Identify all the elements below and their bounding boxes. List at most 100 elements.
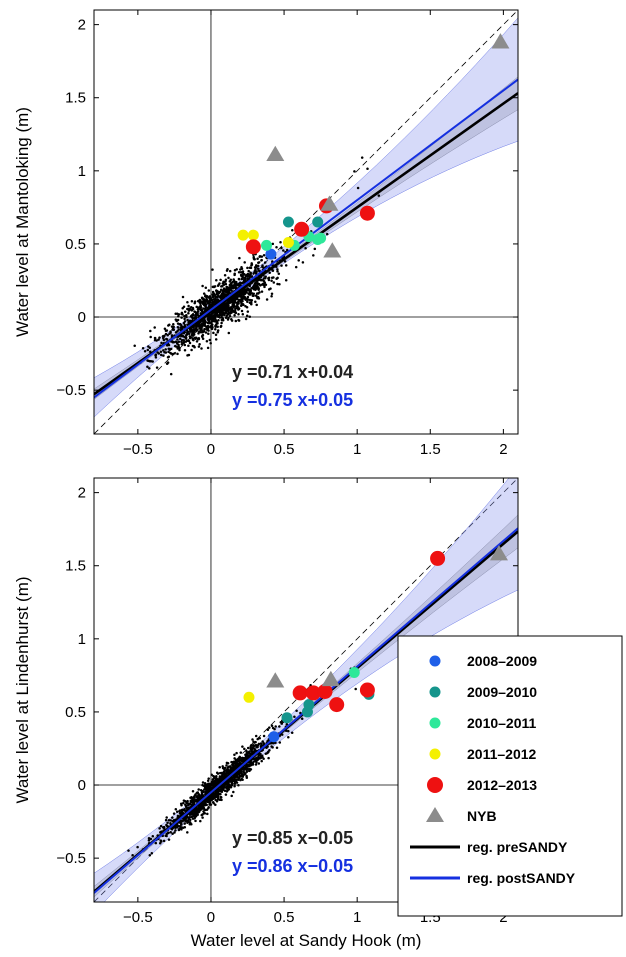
bottom-background-point [280, 722, 284, 725]
bottom-background-point [241, 745, 244, 748]
top-background-point [203, 310, 206, 313]
bottom-background-point [200, 813, 203, 817]
bottom-background-point [237, 759, 241, 762]
bottom-background-point [173, 831, 176, 834]
top-background-point [149, 359, 153, 363]
bottom-background-point [239, 756, 242, 760]
top-background-point [180, 316, 183, 319]
top-background-point [177, 315, 180, 318]
top-background-point [246, 310, 250, 313]
top-background-point [218, 282, 221, 285]
bottom-background-point [201, 807, 204, 810]
bottom-background-point [254, 734, 258, 738]
top-background-point [212, 331, 215, 335]
top-background-point [252, 255, 255, 259]
bottom-background-point [190, 815, 193, 819]
bottom-background-point [259, 742, 263, 745]
top-background-point [279, 241, 282, 244]
top-background-point [166, 334, 169, 337]
bottom-background-point [180, 826, 183, 829]
top-background-point [176, 312, 179, 316]
top-background-point [210, 325, 214, 328]
bottom-background-point [285, 722, 289, 726]
bottom-background-point [233, 753, 236, 757]
top-background-point [232, 284, 235, 287]
bottom-background-point [258, 737, 261, 740]
bottom-background-point [222, 776, 225, 779]
top-background-point [198, 321, 202, 324]
top-background-point [197, 306, 201, 310]
top-background-point [189, 306, 193, 309]
top-background-point [243, 261, 246, 264]
top-background-point [210, 315, 214, 319]
top-background-point [238, 256, 241, 260]
bottom-background-point [261, 755, 264, 759]
legend-dot-swatch [429, 686, 441, 698]
top-background-point [173, 352, 176, 355]
top-background-point [168, 347, 171, 351]
top-background-point [188, 327, 192, 331]
bottom-point-2009-2010 [303, 699, 315, 711]
top-background-point [214, 333, 218, 336]
bottom-background-point [241, 778, 244, 782]
top-background-point [208, 338, 212, 342]
top-background-point [214, 325, 217, 329]
bottom-background-point [223, 766, 227, 770]
top-background-point [194, 328, 197, 332]
top-background-point [262, 253, 266, 257]
top-background-point [186, 318, 189, 322]
bottom-panel: −0.5 0 0.5 1 1.5 2−0.500.511.52 Water level a… [13, 477, 519, 950]
top-background-point [219, 278, 222, 282]
top-background-point [250, 299, 254, 302]
top-background-point [153, 326, 156, 329]
bottom-background-point [240, 760, 244, 763]
top-background-point [202, 321, 206, 325]
top-background-point [180, 311, 184, 315]
bottom-background-point [188, 815, 192, 819]
top-background-point [283, 260, 287, 263]
top-background-point [246, 272, 250, 276]
legend-box [397, 635, 623, 917]
legend-item-NYB: NYB [426, 807, 497, 824]
top-background-point [191, 307, 195, 311]
top-background-point [216, 290, 219, 293]
top-point-2011-2012 [237, 229, 249, 241]
top-background-point [245, 297, 249, 300]
bottom-background-point [254, 740, 257, 744]
bottom-background-point [226, 770, 230, 774]
legend-label: reg. postSANDY [467, 870, 576, 886]
top-background-point [227, 316, 230, 320]
top-background-point [233, 297, 237, 300]
bottom-background-point [235, 751, 238, 755]
top-x-tick-label: 0.5 [274, 441, 295, 458]
top-background-point [211, 294, 215, 298]
top-background-point [216, 292, 219, 295]
bottom-point-2012-2013 [359, 682, 375, 698]
top-x-tick-label: −0.5 [123, 441, 153, 458]
bottom-background-point [243, 747, 246, 751]
bottom-background-point [226, 761, 230, 765]
bottom-background-point [207, 777, 210, 780]
bottom-background-point [193, 810, 197, 814]
bottom-y-tick-label: 0.5 [65, 704, 86, 721]
bottom-background-point [237, 783, 240, 787]
legend-label: reg. preSANDY [467, 839, 568, 855]
bottom-background-point [209, 782, 213, 786]
top-background-point [183, 343, 187, 347]
bottom-background-point [215, 775, 218, 778]
top-background-point [215, 311, 218, 315]
bottom-background-point [212, 775, 216, 779]
bottom-background-point [293, 715, 296, 718]
bottom-background-point [219, 792, 222, 796]
top-x-tick-label: 1.5 [420, 441, 441, 458]
top-background-point [201, 337, 205, 341]
bottom-background-point [197, 788, 200, 791]
bottom-point-2012-2013 [329, 697, 345, 713]
bottom-background-point [251, 738, 254, 741]
top-background-point [248, 293, 251, 296]
bottom-background-point [182, 801, 185, 805]
bottom-background-point [270, 745, 273, 748]
bottom-background-point [246, 746, 250, 750]
bottom-background-point [221, 772, 224, 775]
top-background-point [211, 300, 215, 304]
